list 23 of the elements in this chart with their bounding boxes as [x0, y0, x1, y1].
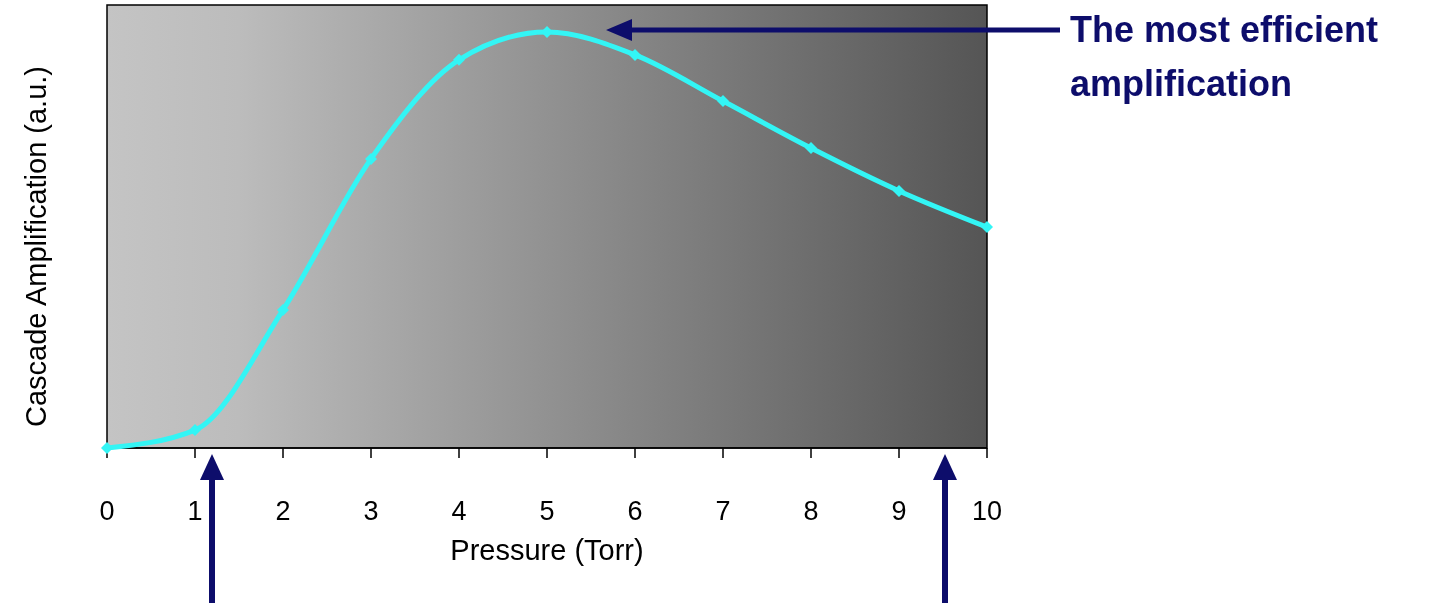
x-tick-label: 10: [971, 496, 1003, 526]
point: [717, 95, 729, 108]
point: [629, 48, 641, 61]
x-tick-label: 3: [363, 496, 379, 526]
text: The most efficient amplification: [1070, 9, 1379, 104]
x-tick-label: 7: [715, 496, 731, 526]
x-tick-label: 1: [187, 496, 203, 526]
x-tick-label: 0: [99, 496, 115, 526]
point: [277, 303, 289, 316]
point: [893, 184, 905, 197]
y-axis-title: Cascade Amplification (a.u.): [20, 65, 52, 428]
point: [189, 424, 201, 437]
point: [981, 221, 993, 234]
x-tick-label: 6: [627, 496, 643, 526]
x-tick-label: 5: [539, 496, 555, 526]
x-tick-label: 2: [275, 496, 291, 526]
x-tick-label: 4: [451, 496, 467, 526]
point: [453, 53, 465, 66]
x-axis-title: Pressure (Torr): [450, 534, 644, 566]
point: [805, 142, 817, 155]
point: [365, 152, 377, 165]
x-tick-label: 8: [803, 496, 819, 526]
x-tick-label: 9: [891, 496, 907, 526]
